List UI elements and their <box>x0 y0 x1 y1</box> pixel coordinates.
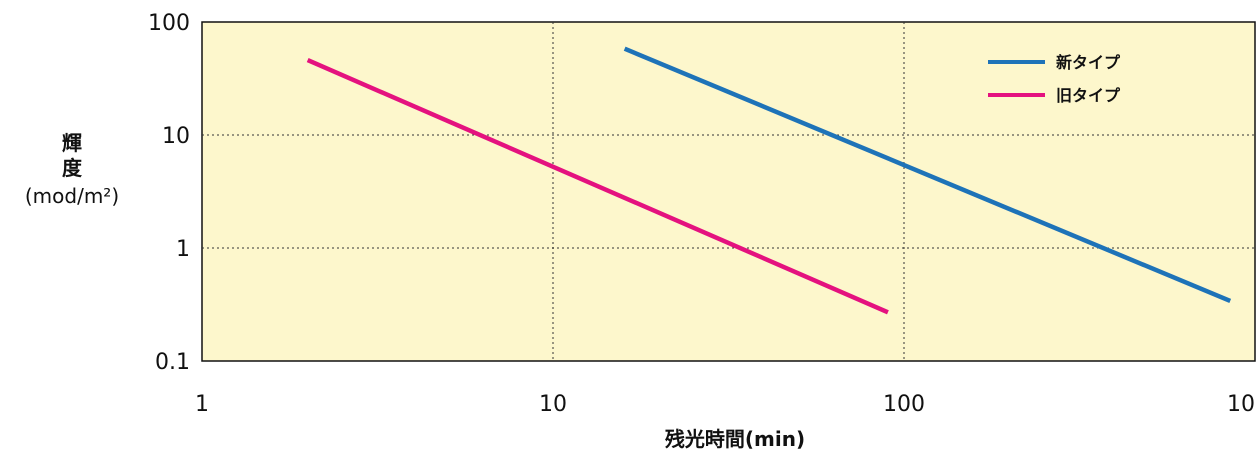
y-tick-label: 0.1 <box>155 350 190 375</box>
series-line-new <box>623 46 1232 304</box>
y-tick-label: 1 <box>176 237 190 262</box>
legend: 新タイプ 旧タイプ <box>988 53 1121 105</box>
y-axis-title-line-2: 度 <box>62 156 83 180</box>
x-tick-label: 1000 <box>1227 392 1256 417</box>
grid-lines <box>202 22 1255 361</box>
y-axis-title-line-1: 輝 <box>62 131 82 155</box>
legend-label-new: 新タイプ <box>1056 53 1121 72</box>
plot-area <box>201 21 1256 362</box>
series-lines <box>306 46 1232 315</box>
legend-label-old: 旧タイプ <box>1056 86 1121 105</box>
y-tick-label: 10 <box>162 124 190 149</box>
y-tick-label: 100 <box>148 11 190 36</box>
x-axis-title: 残光時間(min) <box>665 427 805 451</box>
x-tick-label: 100 <box>883 392 925 417</box>
x-tick-label: 1 <box>195 392 209 417</box>
x-tick-label: 10 <box>539 392 567 417</box>
series-line-old <box>306 58 889 315</box>
y-axis-unit: (mod/m²) <box>25 184 119 208</box>
